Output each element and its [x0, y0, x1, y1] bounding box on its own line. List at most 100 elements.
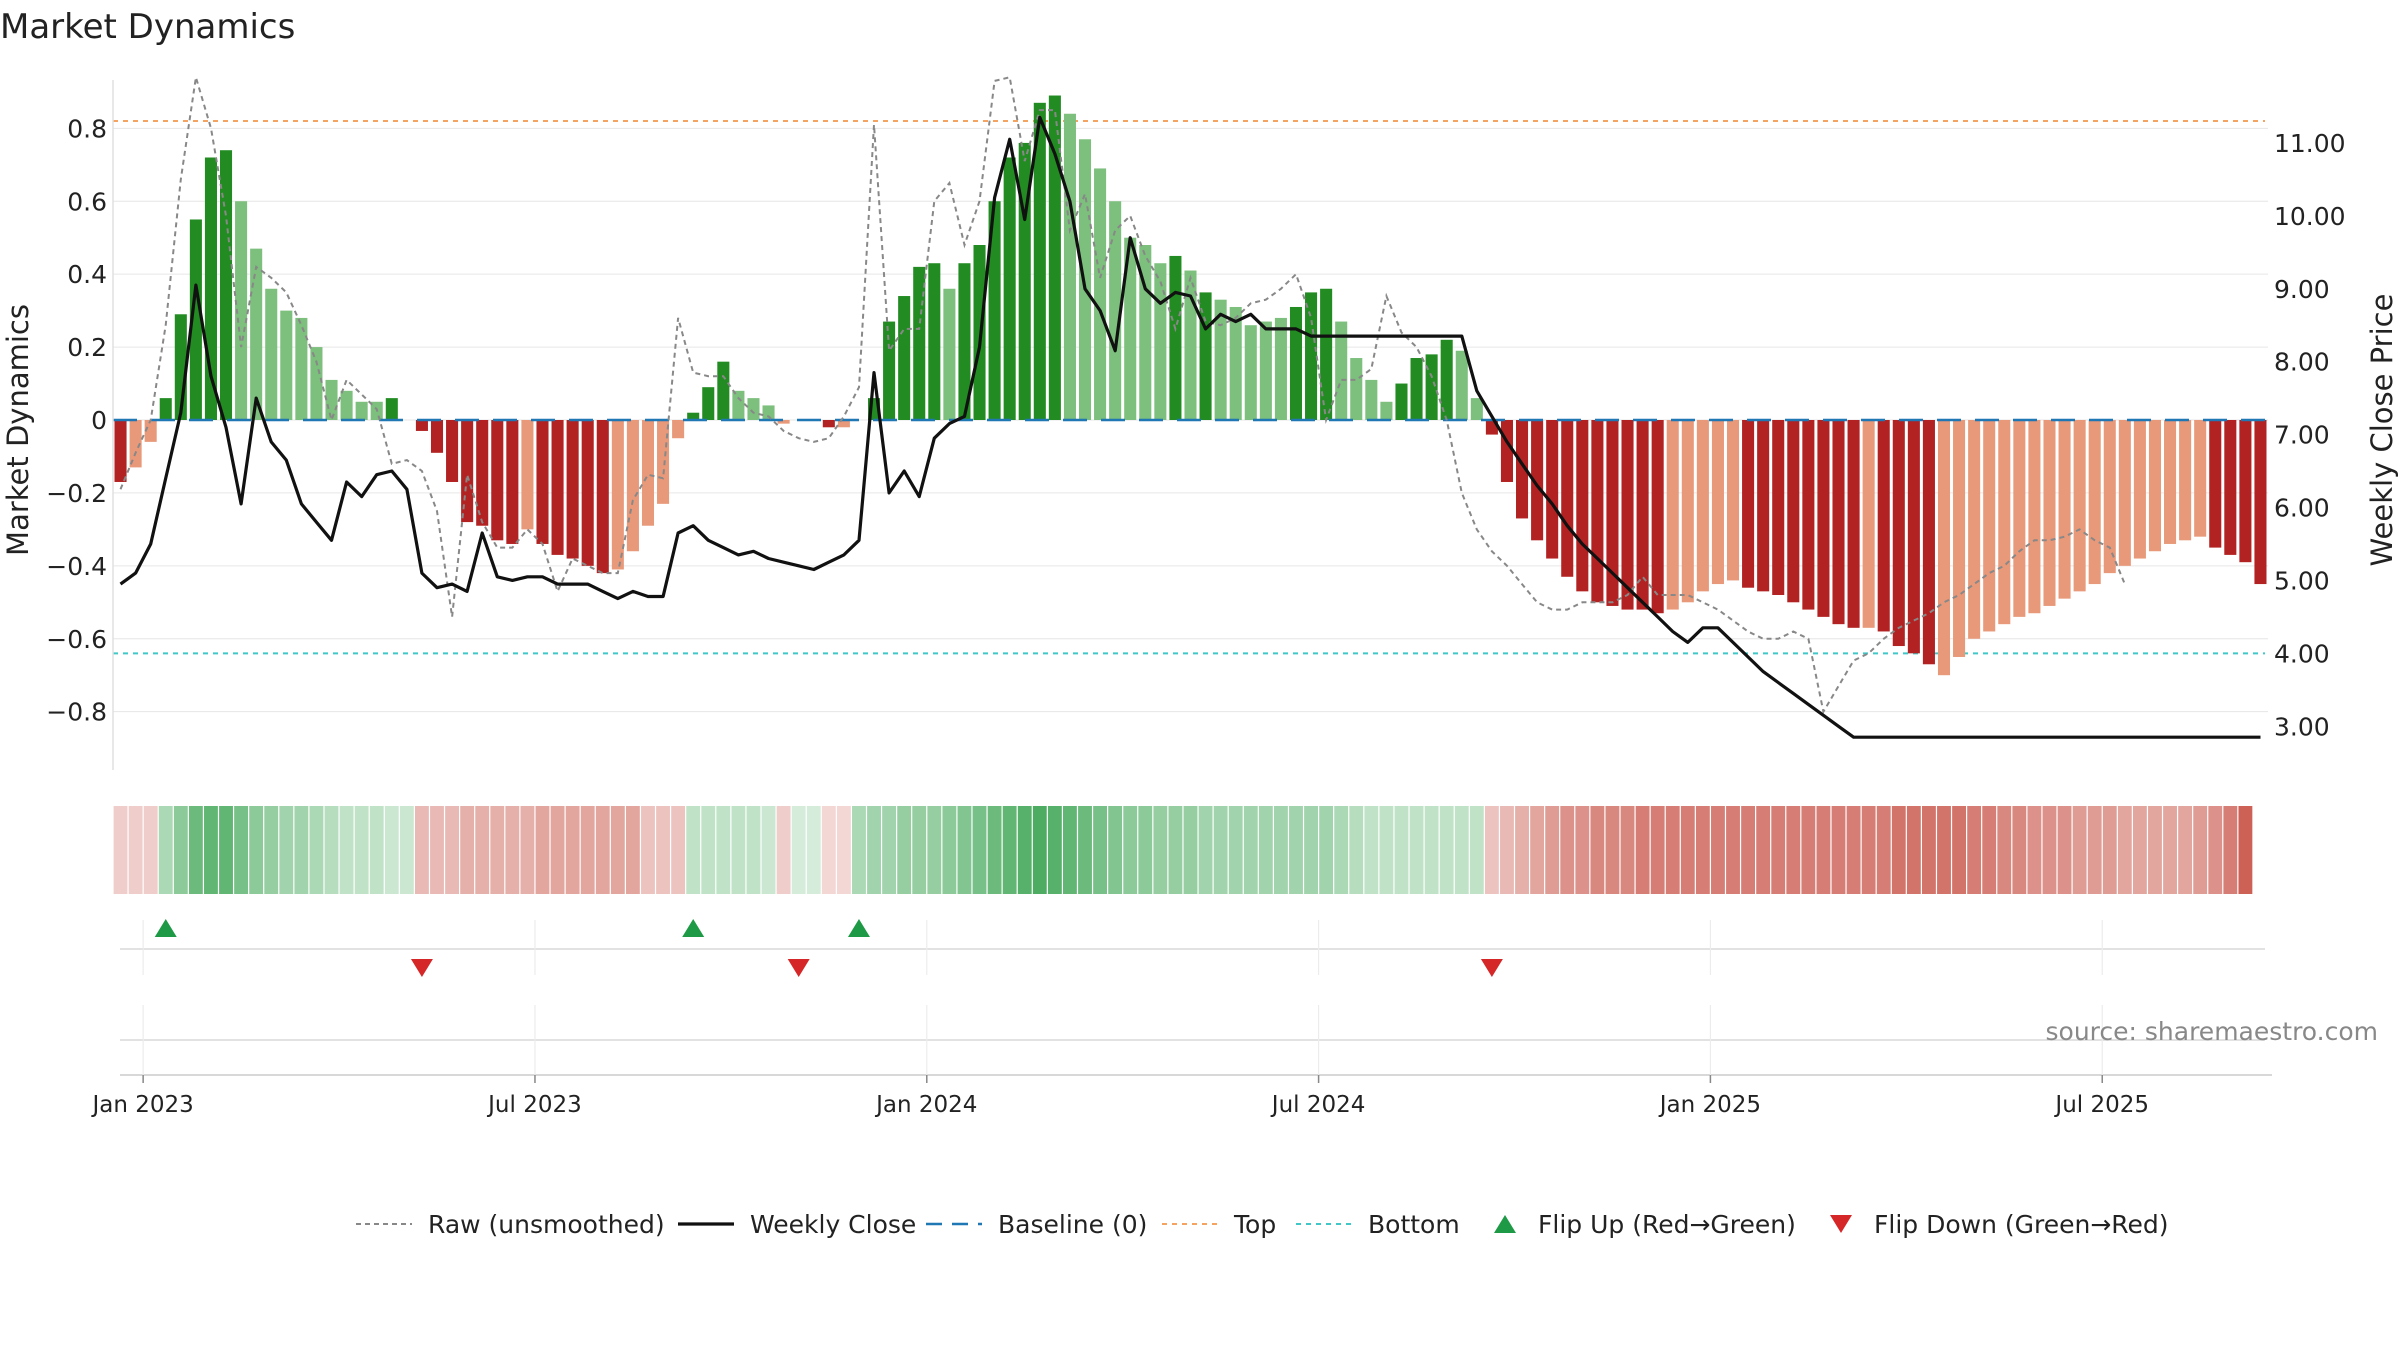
- heatmap-cell: [384, 806, 399, 894]
- bar: [415, 420, 428, 431]
- y-right-tick-label: 4.00: [2274, 639, 2330, 668]
- heatmap-cell: [339, 806, 354, 894]
- legend-swatch-flip-up: [1494, 1215, 1516, 1233]
- heatmap-cell: [1650, 806, 1665, 894]
- heatmap-cell: [234, 806, 249, 894]
- heatmap-cell: [1123, 806, 1138, 894]
- heatmap-cell: [2102, 806, 2117, 894]
- heatmap-cell: [414, 806, 429, 894]
- heatmap-cell: [2087, 806, 2102, 894]
- bar: [581, 420, 594, 566]
- bar: [1124, 237, 1137, 420]
- heatmap-strip: [113, 806, 2253, 894]
- heatmap-cell: [2027, 806, 2042, 894]
- heatmap-cell: [1711, 806, 1725, 894]
- heatmap-cell: [369, 806, 384, 894]
- bar: [1350, 358, 1363, 420]
- heatmap-cell: [475, 806, 490, 894]
- bar: [2194, 420, 2207, 537]
- bar: [1757, 420, 1770, 592]
- heatmap-cell: [1665, 806, 1680, 894]
- bar: [219, 150, 233, 421]
- heatmap-cell: [671, 806, 686, 894]
- heatmap-cell: [2238, 806, 2253, 894]
- x-axis: Jan 2023 Jul 2023 Jan 2024 Jul 2024 Jan 2025…: [90, 920, 2272, 1118]
- x-tick-label: Jan 2023: [90, 1092, 193, 1118]
- heatmap-cell: [2012, 806, 2027, 894]
- bar: [521, 420, 534, 530]
- bar: [2058, 420, 2071, 599]
- bar: [1531, 420, 1544, 541]
- bar: [1998, 420, 2011, 625]
- heatmap-cell: [490, 806, 505, 894]
- legend: Raw (unsmoothed) Weekly Close Baseline (0)…: [356, 1210, 2169, 1239]
- heatmap-cell: [1304, 806, 1318, 894]
- bar: [822, 420, 835, 428]
- heatmap-cell: [1876, 806, 1891, 894]
- heatmap-cell: [279, 806, 294, 894]
- bar: [2224, 420, 2237, 555]
- heatmap-cell: [1695, 806, 1710, 894]
- legend-label: Baseline (0): [998, 1210, 1147, 1239]
- heatmap-cell: [1997, 806, 2012, 894]
- bar: [1636, 420, 1649, 610]
- heatmap-cell: [1289, 806, 1303, 894]
- heatmap-cell: [2117, 806, 2132, 894]
- heatmap-cell: [1258, 806, 1273, 894]
- bar: [1410, 358, 1423, 420]
- x-tick-label: Jan 2025: [1658, 1092, 1761, 1118]
- bar: [1817, 420, 1830, 617]
- bar: [1877, 420, 1890, 632]
- bar: [958, 263, 971, 420]
- bar: [1922, 420, 1935, 665]
- heatmap-cell: [852, 806, 866, 894]
- heatmap-cell: [641, 806, 655, 894]
- heatmap-cell: [1635, 806, 1650, 894]
- heatmap-cell: [1032, 806, 1047, 894]
- heatmap-cell: [821, 806, 836, 894]
- bar: [1109, 201, 1122, 420]
- heatmap-cell: [2148, 806, 2162, 894]
- bar: [2073, 420, 2086, 592]
- bar: [1696, 420, 1709, 592]
- x-tick-label: Jan 2024: [874, 1092, 977, 1118]
- legend-swatch-flip-down: [1830, 1215, 1852, 1233]
- heatmap-cell: [912, 806, 927, 894]
- legend-label: Flip Down (Green→Red): [1874, 1210, 2169, 1239]
- bar: [2133, 420, 2146, 559]
- heatmap-cell: [1575, 806, 1590, 894]
- bar: [1063, 113, 1076, 420]
- bar: [1907, 420, 1920, 654]
- heatmap-cell: [1153, 806, 1168, 894]
- axes-layer: 0.8 0.6 0.4 0.2 0 −0.2 −0.4 −0.6 −0.8 11.00 10.00 9…: [1, 80, 2399, 770]
- y-right-tick-label: 6.00: [2274, 494, 2330, 523]
- bar: [928, 263, 941, 420]
- heatmap-cell: [1831, 806, 1846, 894]
- y-left-tick-label: −0.6: [46, 625, 107, 654]
- bar: [2179, 420, 2192, 541]
- bar: [943, 288, 956, 420]
- heatmap-cell: [113, 806, 128, 894]
- legend-label: Top: [1233, 1210, 1276, 1239]
- bar: [1576, 420, 1589, 592]
- bar: [1651, 420, 1664, 614]
- y-right-tick-label: 7.00: [2274, 421, 2330, 450]
- bar: [1802, 420, 1815, 610]
- heatmap-cell: [1439, 806, 1454, 894]
- bar: [626, 420, 639, 552]
- heatmap-cell: [324, 806, 339, 894]
- heatmap-cell: [836, 806, 851, 894]
- heatmap-cell: [2072, 806, 2087, 894]
- bar: [988, 201, 1001, 420]
- heatmap-cell: [1500, 806, 1514, 894]
- bar: [1274, 317, 1287, 420]
- bar: [777, 420, 790, 424]
- x-tick-label: Jul 2025: [2053, 1092, 2149, 1118]
- heatmap-cell: [2208, 806, 2223, 894]
- y-right-tick-label: 10.00: [2274, 202, 2346, 231]
- bar: [1048, 95, 1061, 420]
- bar: [1169, 255, 1182, 420]
- heatmap-cell: [1726, 806, 1740, 894]
- heatmap-cell: [1063, 806, 1077, 894]
